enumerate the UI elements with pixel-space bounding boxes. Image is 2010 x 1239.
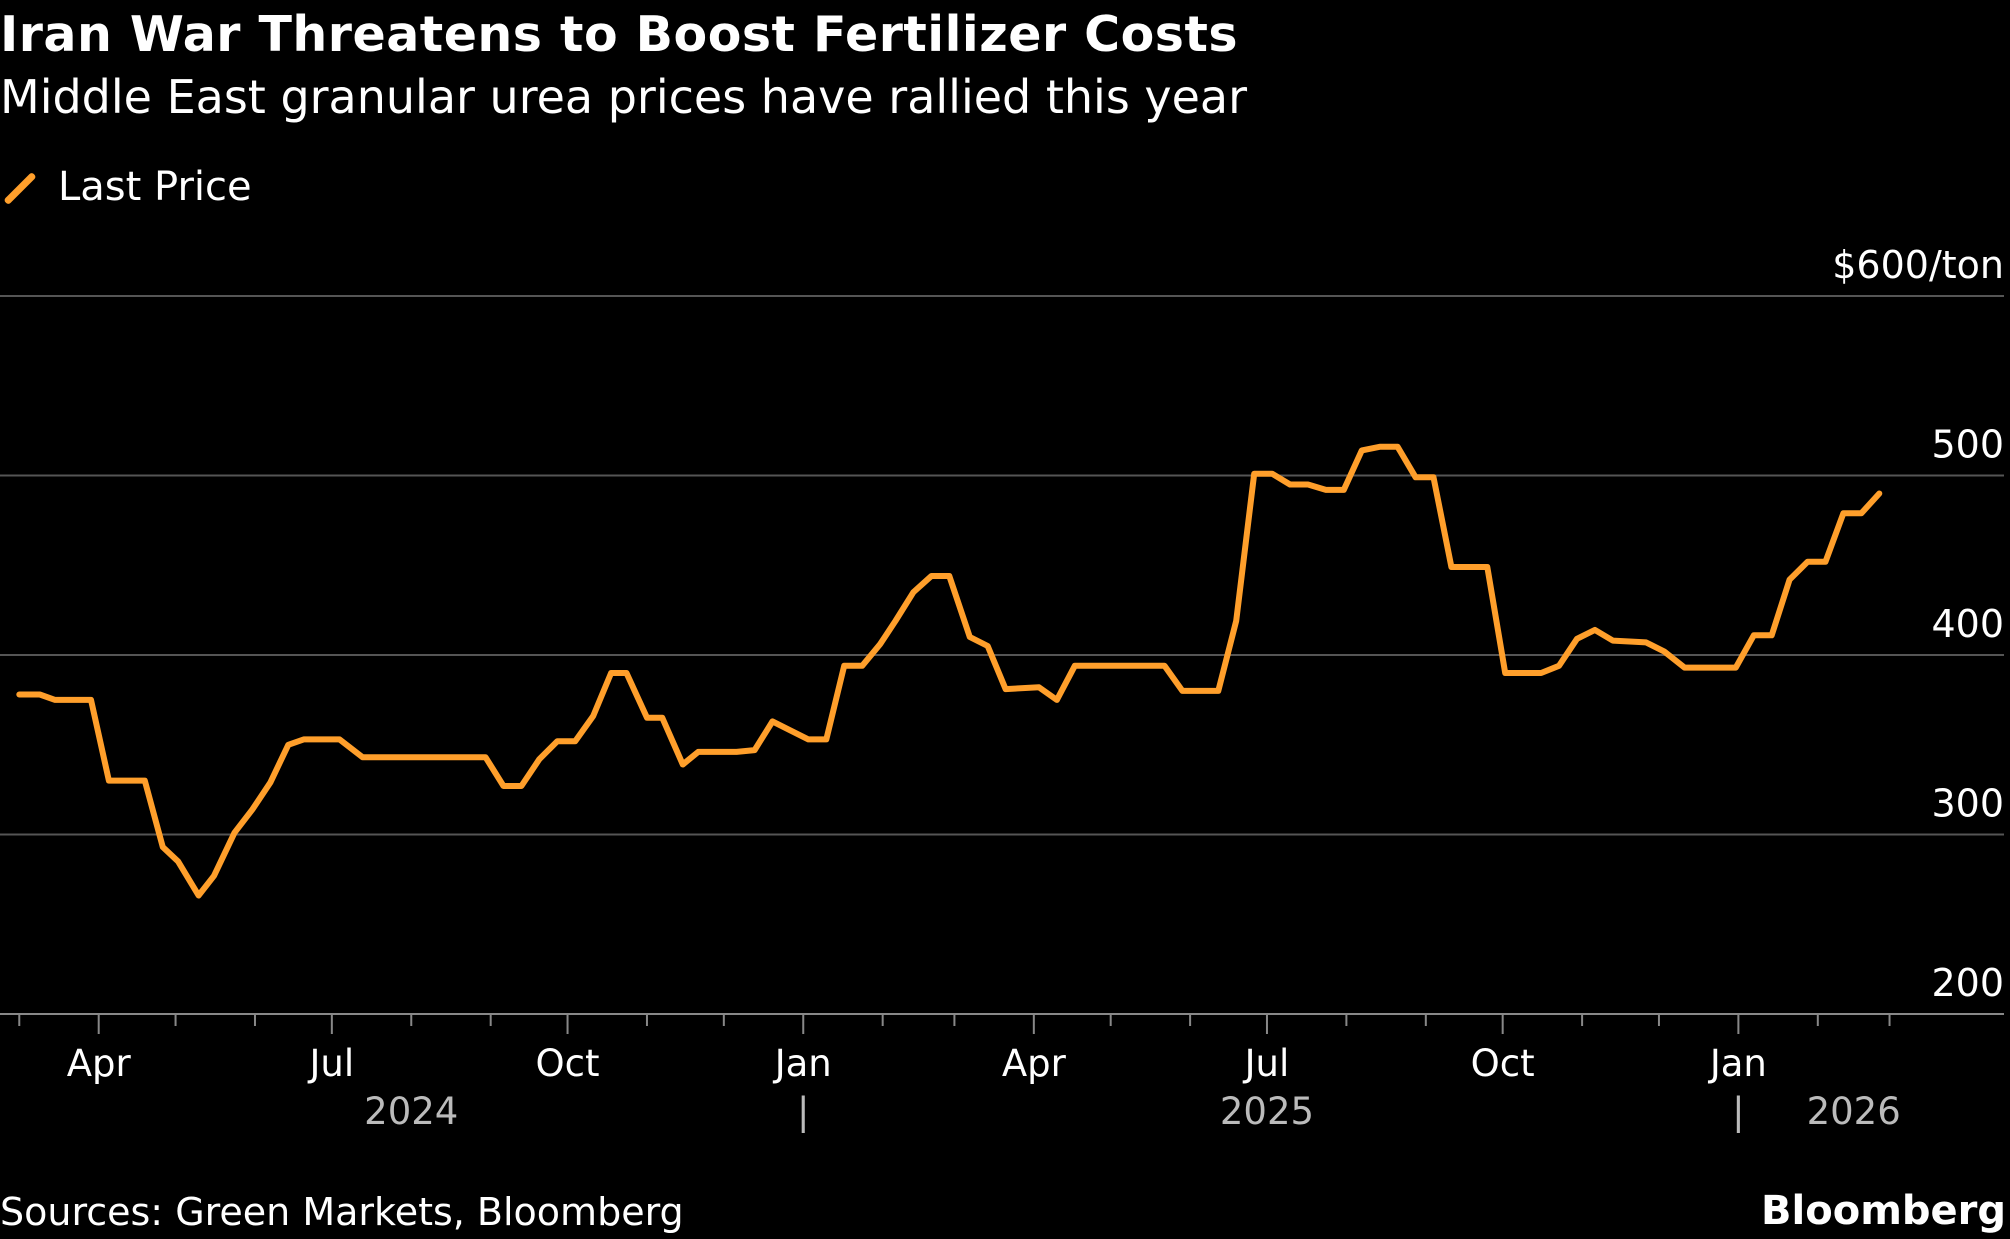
x-tick-label: Apr	[67, 1042, 132, 1085]
bloomberg-logo: Bloomberg	[1761, 1188, 2006, 1234]
x-tick-label: Jan	[773, 1042, 832, 1085]
y-tick-label-400: 400	[1931, 602, 2004, 646]
year-separator: |	[1732, 1090, 1744, 1133]
x-tick-label: Jul	[1243, 1042, 1290, 1085]
x-tick-label: Oct	[1471, 1042, 1535, 1085]
series-line-last-price	[16, 443, 1883, 899]
year-separator: |	[797, 1090, 809, 1133]
legend-label: Last Price	[58, 164, 252, 210]
x-tick-label: Oct	[536, 1042, 600, 1085]
x-tick-label: Jul	[308, 1042, 355, 1085]
chart-title: Iran War Threatens to Boost Fertilizer C…	[0, 6, 1239, 63]
legend: Last Price	[0, 164, 252, 210]
year-label-2024: 2024	[364, 1090, 458, 1133]
chart-subtitle: Middle East granular urea prices have ra…	[0, 70, 1248, 124]
source-note: Sources: Green Markets, Bloomberg	[0, 1190, 684, 1234]
y-tick-label-600: $600/ton	[1832, 243, 2004, 287]
x-tick-label: Jan	[1708, 1042, 1767, 1085]
y-tick-label-500: 500	[1931, 423, 2004, 467]
y-tick-label-200: 200	[1931, 961, 2004, 1005]
year-label-2025: 2025	[1220, 1090, 1314, 1133]
x-tick-label: Apr	[1002, 1042, 1067, 1085]
year-label-2026: 2026	[1807, 1090, 1901, 1133]
y-tick-label-300: 300	[1931, 782, 2004, 826]
